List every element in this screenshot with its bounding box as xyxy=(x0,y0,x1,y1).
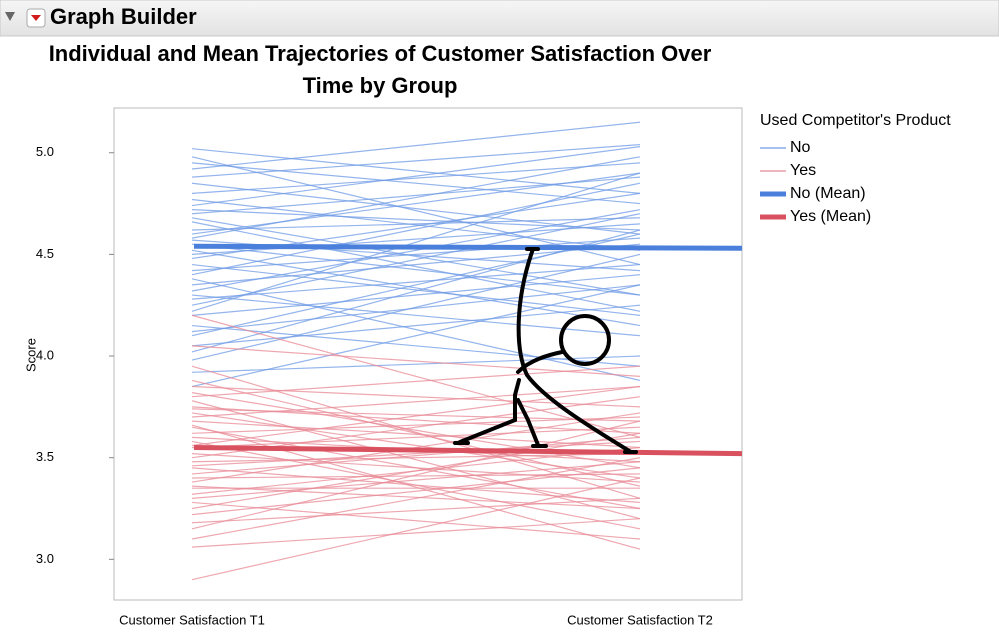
y-tick-label: 4.5 xyxy=(36,246,54,261)
trajectory-line xyxy=(191,497,641,524)
trajectory-line xyxy=(191,237,641,272)
trajectory-line xyxy=(191,121,641,170)
trajectory-line xyxy=(191,385,641,408)
trajectory-line xyxy=(191,148,641,194)
stick-figure xyxy=(453,247,638,454)
x-tick-label: Customer Satisfaction T1 xyxy=(119,612,265,627)
trajectory-line xyxy=(191,485,641,510)
trajectory-line xyxy=(191,436,641,475)
y-tick-label: 3.5 xyxy=(36,449,54,464)
trajectory-line xyxy=(191,263,641,316)
trajectory-line xyxy=(191,467,641,504)
trajectory-line xyxy=(191,284,641,388)
trajectory-line xyxy=(191,162,641,194)
legend-label: No (Mean) xyxy=(790,185,866,202)
legend-label: Yes (Mean) xyxy=(790,208,871,225)
y-tick-label: 4.0 xyxy=(36,347,54,362)
trajectory-line xyxy=(191,420,641,530)
menu-icon xyxy=(31,15,41,21)
trajectory-line xyxy=(191,176,641,215)
trajectory-line xyxy=(191,365,641,499)
y-tick-label: 3.0 xyxy=(36,551,54,566)
trajectory-line xyxy=(191,229,641,353)
trajectory-line xyxy=(191,416,641,434)
trajectory-line xyxy=(191,182,641,235)
trajectory-line xyxy=(191,249,641,327)
mean-line xyxy=(193,243,743,251)
trajectory-line xyxy=(191,477,641,581)
trajectory-line xyxy=(191,162,641,205)
trajectory-line xyxy=(191,324,641,367)
trajectory-line xyxy=(191,379,641,487)
trajectory-line xyxy=(191,457,641,540)
trajectory-line xyxy=(191,172,641,312)
trajectory-line xyxy=(191,385,641,418)
trajectory-line xyxy=(191,278,641,382)
y-tick-label: 5.0 xyxy=(36,144,54,159)
trajectory-line xyxy=(191,453,641,483)
y-axis-label: Score xyxy=(23,338,38,372)
trajectory-line xyxy=(191,263,641,300)
disclosure-triangle[interactable] xyxy=(5,12,15,21)
trajectory-line xyxy=(191,467,641,516)
x-tick-label: Customer Satisfaction T2 xyxy=(567,612,713,627)
trajectory-line xyxy=(191,156,641,239)
trajectory-line xyxy=(191,209,641,231)
legend-label: No xyxy=(790,139,811,156)
trajectory-line xyxy=(191,243,641,296)
trajectory-line xyxy=(191,182,641,276)
trajectory-line xyxy=(191,412,641,479)
trajectory-line xyxy=(191,424,641,550)
trajectory-line xyxy=(191,233,641,337)
trajectory-line xyxy=(191,518,641,548)
trajectory-line xyxy=(191,217,641,296)
trajectory-line xyxy=(191,501,641,540)
trajectory-line xyxy=(191,365,641,398)
trajectory-line xyxy=(191,440,641,467)
trajectory-line xyxy=(191,213,641,306)
legend-title: Used Competitor's Product xyxy=(760,112,951,129)
header-bar xyxy=(0,0,999,37)
trajectory-line xyxy=(191,209,641,292)
trajectory-line xyxy=(191,274,641,316)
window-title: Graph Builder xyxy=(50,4,197,29)
trajectory-line xyxy=(191,408,641,422)
trajectory-line xyxy=(191,143,641,178)
trajectory-line xyxy=(191,426,641,449)
legend-label: Yes xyxy=(790,162,816,179)
trajectory-line xyxy=(191,221,641,312)
mean-line xyxy=(193,445,743,457)
trajectory-line xyxy=(191,385,641,447)
trajectory-line xyxy=(191,217,641,231)
chart-title: Individual and Mean Trajectories of Cust… xyxy=(48,41,712,98)
trajectory-line xyxy=(191,473,641,479)
trajectory-line xyxy=(191,253,641,361)
trajectory-line xyxy=(191,400,641,520)
trajectory-line xyxy=(191,304,641,347)
trajectory-line xyxy=(191,146,641,207)
trajectory-line xyxy=(191,314,641,438)
trajectory-line xyxy=(191,461,641,499)
trajectory-line xyxy=(191,284,641,333)
